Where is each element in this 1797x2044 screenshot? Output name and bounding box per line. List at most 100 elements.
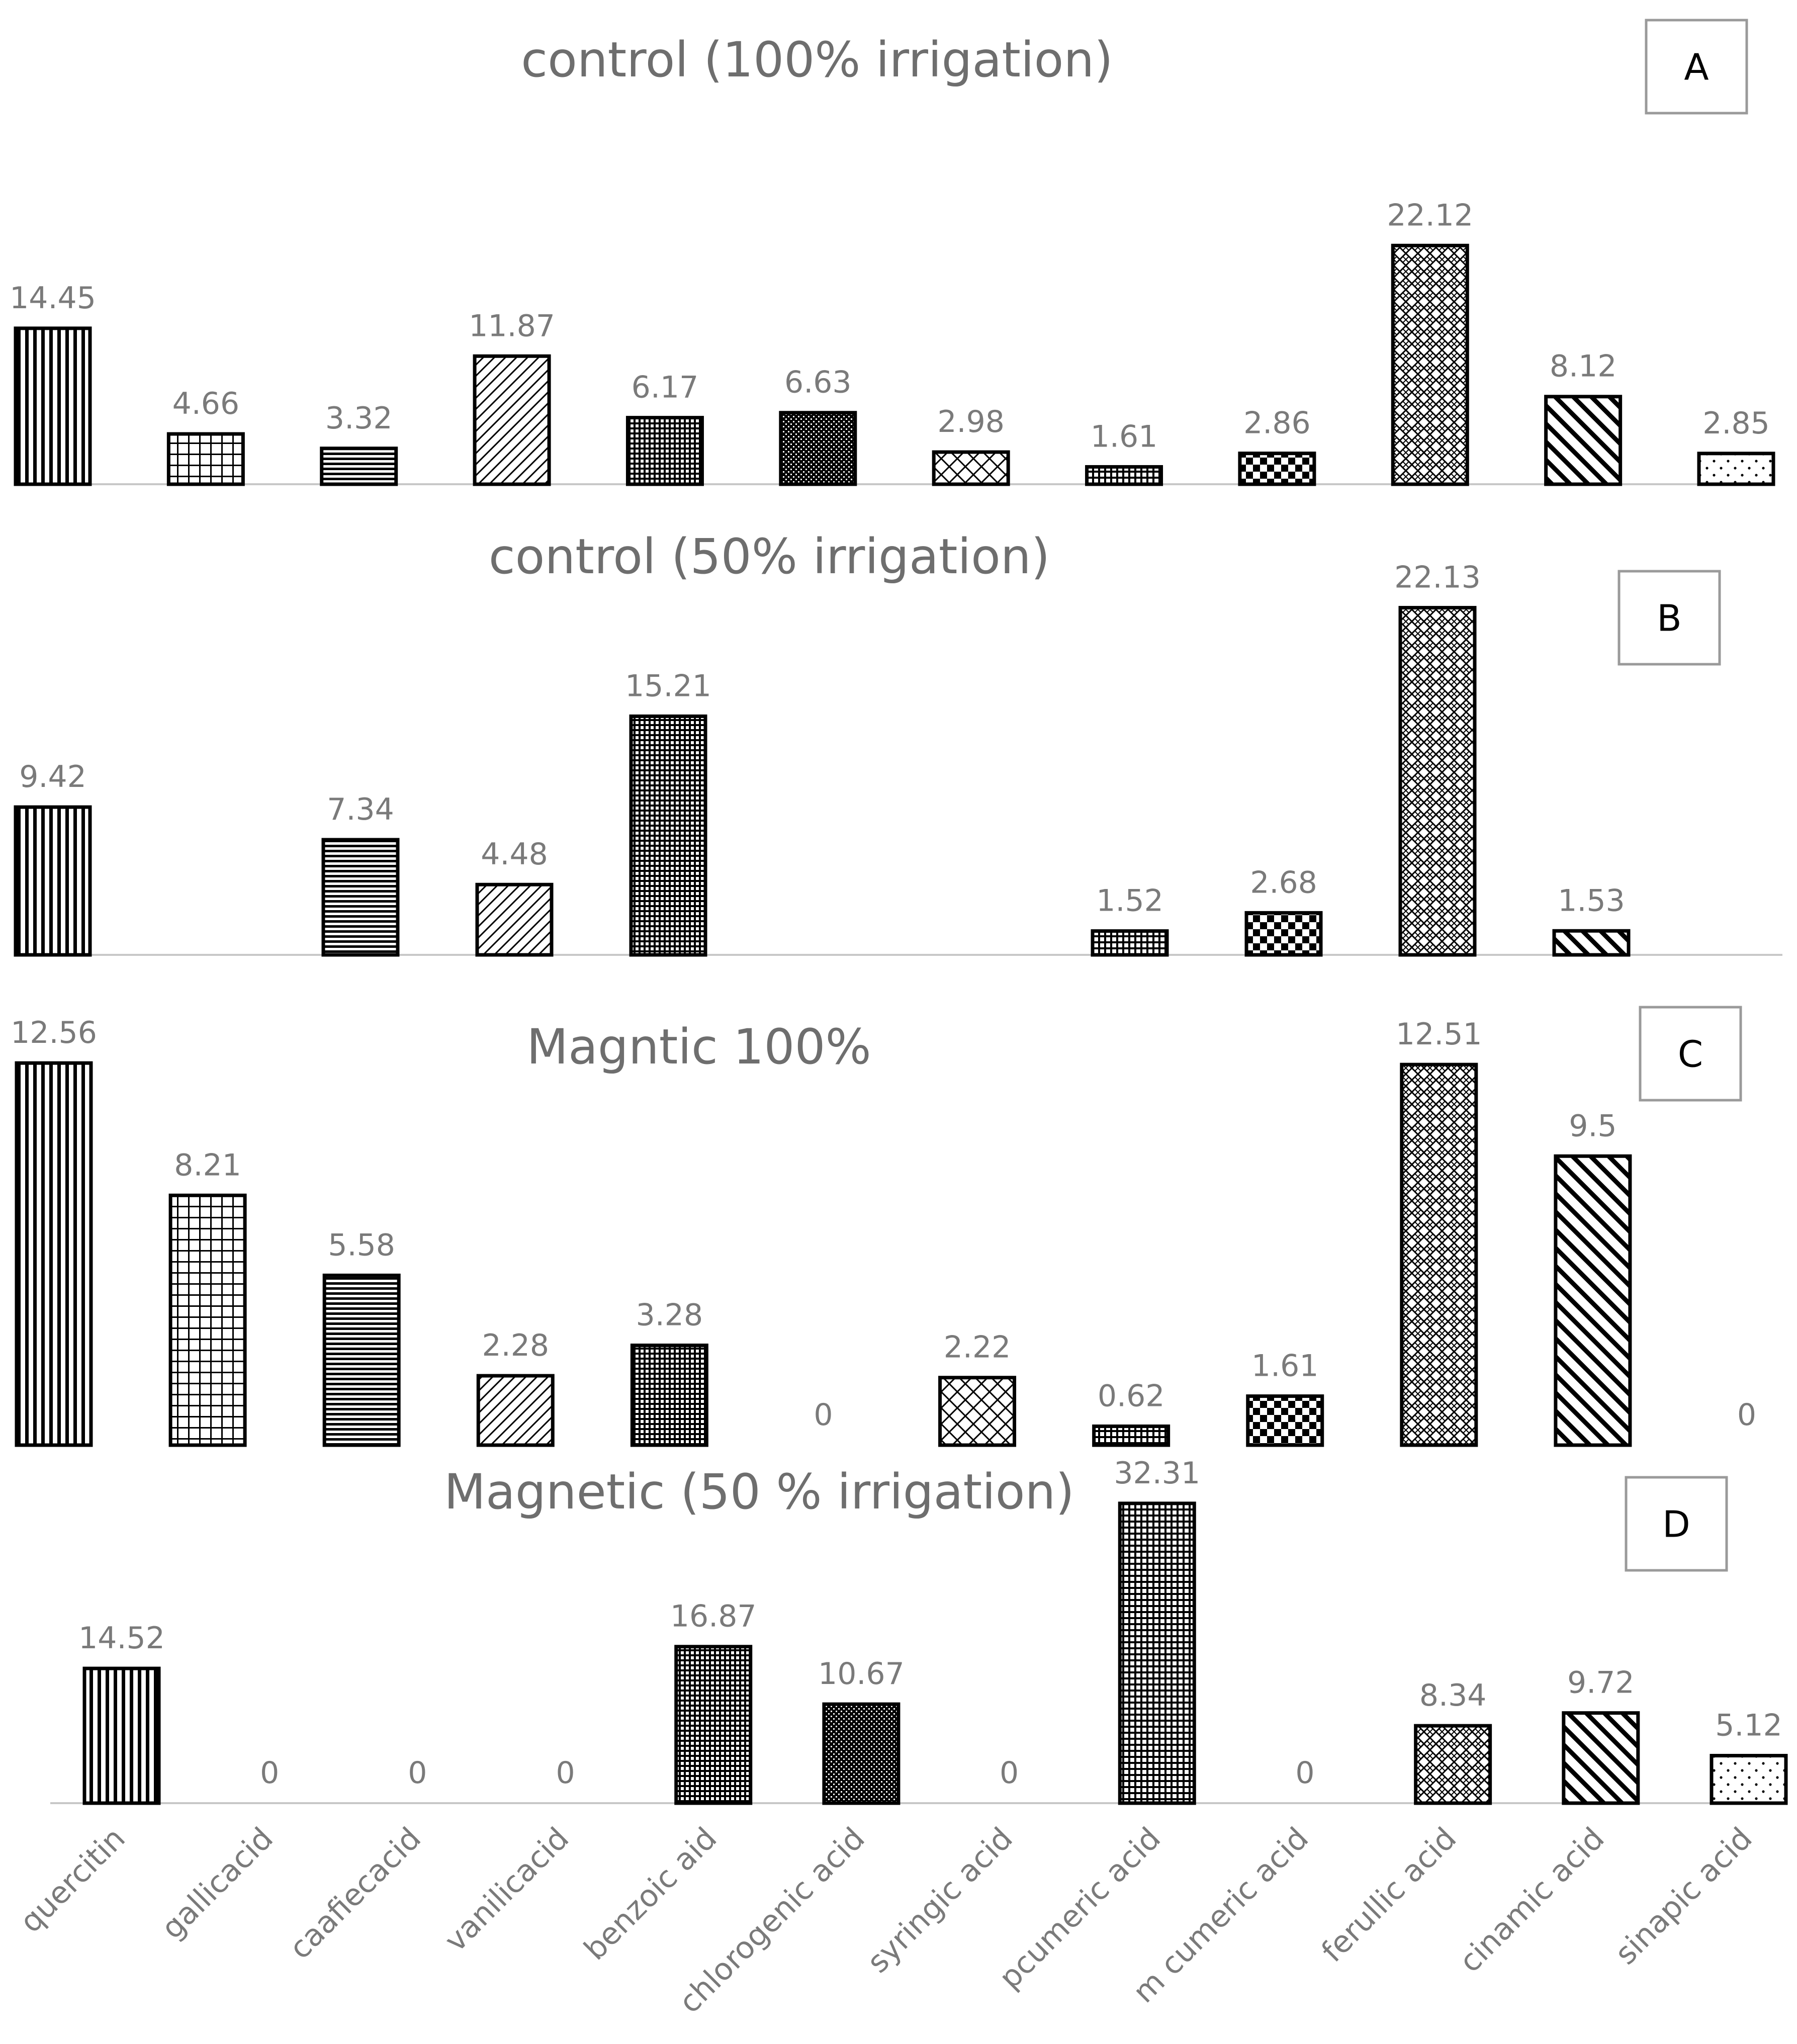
- bar-outline: [1544, 395, 1623, 486]
- bar-cinamic-acid: [1546, 396, 1621, 484]
- category-label: sinapic acid: [1608, 1821, 1759, 1972]
- data-label: 0: [556, 1755, 575, 1791]
- panel-a: control (100% irrigation) A 14.45 4.66 3.32 1…: [10, 19, 1775, 486]
- data-label: 10.67: [818, 1656, 905, 1692]
- bar-syringic-acid: [934, 452, 1009, 484]
- data-label: 9.5: [1569, 1108, 1616, 1143]
- bar-outline: [1562, 1711, 1640, 1805]
- data-label: 6.63: [784, 365, 852, 400]
- bar-quercitin: [17, 1063, 91, 1445]
- category-label: quercitin: [13, 1821, 132, 1939]
- bar-gallicacid: [168, 433, 243, 484]
- bar-outline: [630, 1344, 708, 1447]
- data-label: 2.85: [1702, 406, 1770, 441]
- panel-title: Magnetic (50 % irrigation): [444, 1464, 1074, 1520]
- data-label: 22.12: [1387, 198, 1473, 233]
- panel-letter-box: [1645, 19, 1748, 115]
- data-label: 0: [814, 1397, 833, 1433]
- data-label: 12.56: [11, 1015, 97, 1050]
- panel-letter-box: [1625, 1476, 1728, 1572]
- bar-sinapic-acid: [1712, 1755, 1786, 1803]
- bar-outline: [1552, 929, 1631, 957]
- bar-m-cumeric-acid: [1247, 1396, 1322, 1445]
- bar-ferullic-acid: [1415, 1726, 1490, 1803]
- bar-outline: [1697, 452, 1775, 486]
- data-label: 0: [408, 1755, 427, 1791]
- category-label: caafiecacid: [283, 1821, 428, 1966]
- bar-benzoic-aid: [632, 1345, 707, 1445]
- data-label: 2.22: [944, 1330, 1011, 1365]
- data-label: 1.61: [1091, 419, 1158, 454]
- bar-syringic-acid: [940, 1377, 1015, 1445]
- panel-d: Magnetic (50 % irrigation) D 14.52 0 0 0 16.87…: [50, 1456, 1788, 1805]
- bar-pcumeric-acid: [1094, 1426, 1169, 1445]
- bar-outline: [1244, 911, 1323, 957]
- data-label: 2.86: [1243, 406, 1311, 441]
- bar-caafiecacid: [324, 1275, 399, 1445]
- bar-outline: [1118, 1501, 1196, 1805]
- category-label: ferullic acid: [1315, 1821, 1463, 1969]
- bar-outline: [14, 805, 92, 957]
- data-label: 1.52: [1096, 883, 1163, 919]
- bar-outline: [625, 416, 704, 486]
- bar-outline: [629, 714, 707, 957]
- category-label: cinamic acid: [1453, 1821, 1611, 1979]
- data-label: 1.53: [1558, 883, 1625, 918]
- bar-outline: [1710, 1754, 1788, 1805]
- panel-title: control (50% irrigation): [489, 528, 1050, 585]
- data-label: 14.45: [10, 281, 96, 316]
- bar-outline: [932, 450, 1010, 486]
- bar-chlorogenic-acid: [780, 412, 855, 484]
- bar-ferullic-acid: [1400, 607, 1475, 955]
- data-label: 8.12: [1550, 349, 1617, 384]
- panel-c: Magntic 100% C 12.56 8.21 5.58 2.28 3.28 0 2.22 0…: [11, 1006, 1756, 1447]
- data-label: 12.51: [1396, 1017, 1482, 1052]
- data-label: 4.66: [172, 386, 240, 421]
- bar-sinapic-acid: [1699, 453, 1773, 484]
- bar-outline: [14, 326, 92, 486]
- category-label: benzoic aid: [577, 1821, 724, 1967]
- bar-outline: [1085, 465, 1163, 486]
- bar-benzoic-aid: [676, 1646, 751, 1803]
- data-label: 14.52: [78, 1621, 165, 1656]
- bar-outline: [1091, 929, 1169, 957]
- bar-outline: [779, 411, 857, 486]
- bar-outline: [321, 838, 400, 957]
- data-label: 8.21: [174, 1147, 241, 1183]
- bar-outline: [15, 1061, 93, 1447]
- bar-pcumeric-acid: [1087, 467, 1161, 484]
- bar-cinamic-acid: [1555, 1156, 1630, 1445]
- panel-letter: C: [1678, 1033, 1703, 1076]
- data-label: 11.87: [469, 308, 555, 343]
- data-label: 0.62: [1098, 1378, 1165, 1413]
- data-label: 7.34: [327, 792, 394, 827]
- panel-title: control (100% irrigation): [521, 32, 1113, 88]
- bar-m-cumeric-acid: [1239, 453, 1314, 484]
- data-label: 0: [260, 1755, 279, 1791]
- data-label: 8.34: [1419, 1678, 1487, 1713]
- bar-outline: [166, 432, 245, 486]
- data-label: 3.32: [325, 401, 393, 436]
- bar-chlorogenic-acid: [824, 1704, 898, 1803]
- bar-outline: [1246, 1394, 1324, 1447]
- data-label: 3.28: [636, 1298, 703, 1333]
- data-label: 16.87: [670, 1599, 757, 1634]
- bar-m-cumeric-acid: [1246, 913, 1321, 955]
- bar-vanilicacid: [477, 884, 552, 955]
- bar-caafiecacid: [321, 448, 396, 484]
- panel-letter-box: [1639, 1006, 1742, 1102]
- bar-outline: [475, 882, 554, 957]
- bar-quercitin: [84, 1668, 159, 1803]
- category-label: syringic acid: [860, 1821, 1019, 1980]
- data-label: 6.17: [632, 370, 699, 405]
- category-label: vanilicacid: [438, 1821, 576, 1959]
- category-axis-labels: quercitin gallicacid caafiecacid vanilicaci…: [13, 1821, 1759, 2020]
- bar-outline: [938, 1376, 1017, 1447]
- data-label: 0: [1000, 1755, 1019, 1791]
- data-label: 5.12: [1715, 1708, 1782, 1743]
- bar-outline: [1554, 1154, 1632, 1447]
- panel-title: Magntic 100%: [526, 1019, 871, 1075]
- bar-outline: [1400, 1062, 1478, 1447]
- data-label: 0: [1737, 1397, 1756, 1433]
